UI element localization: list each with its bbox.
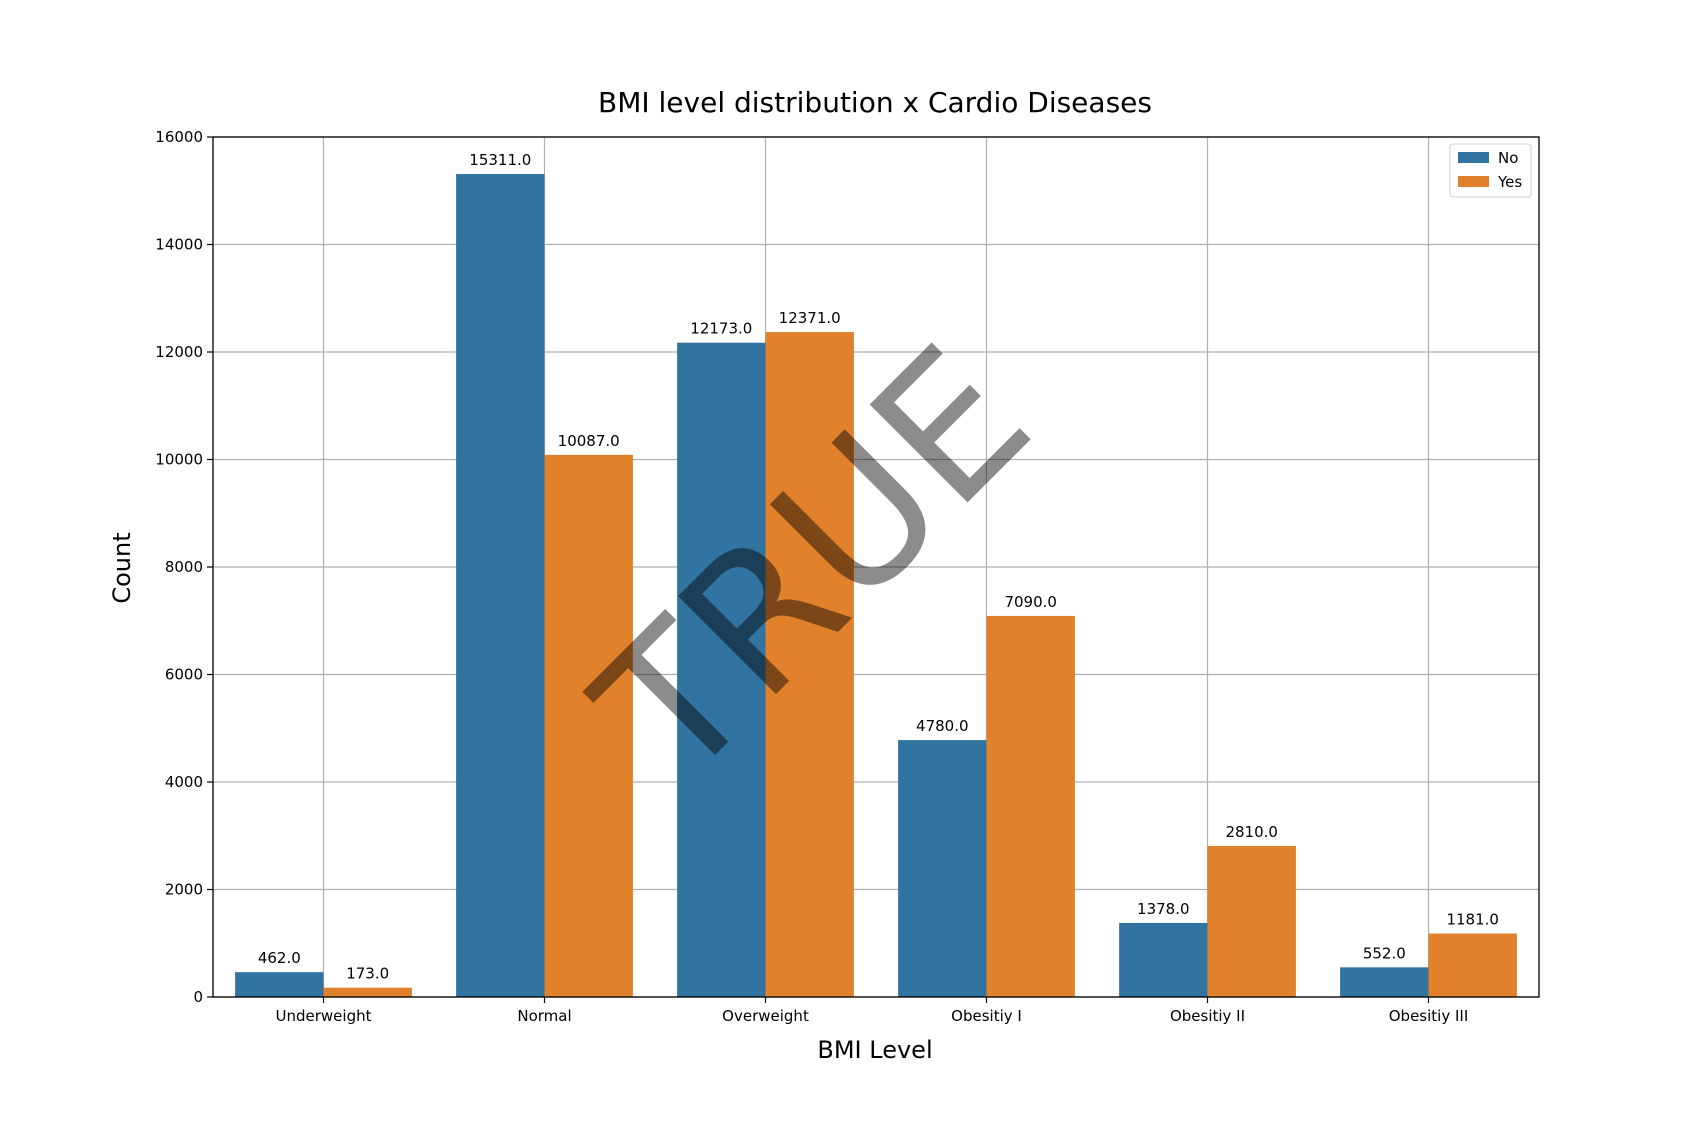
y-axis-label: Count	[108, 532, 136, 603]
data-label: 1378.0	[1137, 900, 1190, 918]
bar-no	[456, 174, 545, 997]
x-tick-label: Normal	[517, 1007, 571, 1025]
y-tick-label: 8000	[165, 558, 203, 576]
ticks: 0 2000 4000 6000 8000 10000 12000 14000 16000 Und…	[155, 128, 1468, 1025]
bar-yes	[986, 615, 1075, 997]
x-axis-label: BMI Level	[817, 1036, 932, 1064]
x-tick-label: Obesitiy II	[1170, 1007, 1245, 1025]
x-tick-label: Obesitiy III	[1389, 1007, 1469, 1025]
bar-no	[1119, 922, 1208, 997]
legend-label: Yes	[1497, 173, 1522, 191]
y-tick-label: 10000	[155, 451, 203, 469]
data-label: 173.0	[346, 965, 389, 983]
data-label: 10087.0	[558, 432, 620, 450]
data-label: 552.0	[1363, 944, 1406, 962]
bar-yes	[1207, 845, 1296, 997]
y-tick-label: 14000	[155, 236, 203, 254]
x-tick-label: Obesitiy I	[951, 1007, 1022, 1025]
bar-no	[677, 342, 766, 997]
bars	[235, 174, 1517, 998]
data-label: 462.0	[258, 949, 301, 967]
data-labels: 462.0 15311.0 12173.0 4780.0 1378.0 552.0 173.…	[258, 151, 1499, 983]
bar-no	[235, 972, 324, 997]
data-label: 7090.0	[1004, 593, 1057, 611]
y-tick-label: 6000	[165, 666, 203, 684]
legend: No Yes	[1449, 143, 1532, 198]
y-tick-label: 12000	[155, 343, 203, 361]
legend-label: No	[1498, 149, 1518, 167]
data-label: 12173.0	[690, 320, 752, 338]
bar-yes	[323, 987, 412, 997]
data-label: 12371.0	[779, 309, 841, 327]
data-label: 2810.0	[1225, 823, 1278, 841]
bar-yes	[765, 332, 854, 998]
bar-no	[1340, 967, 1429, 997]
plot-frame	[212, 136, 1540, 998]
legend-swatch	[1458, 176, 1489, 187]
x-tick-label: Underweight	[276, 1007, 372, 1025]
x-tick-label: Overweight	[722, 1007, 809, 1025]
legend-swatch	[1458, 152, 1489, 163]
chart-title: BMI level distribution x Cardio Diseases	[598, 86, 1152, 119]
data-label: 15311.0	[469, 151, 531, 169]
y-tick-label: 2000	[165, 881, 203, 899]
bar-yes	[544, 454, 633, 998]
y-tick-label: 4000	[165, 773, 203, 791]
data-label: 1181.0	[1446, 911, 1499, 929]
data-label: 4780.0	[916, 717, 969, 735]
y-tick-label: 16000	[155, 128, 203, 146]
bar-no	[898, 740, 987, 997]
y-tick-label: 0	[193, 988, 203, 1006]
bar-yes	[1428, 933, 1517, 997]
